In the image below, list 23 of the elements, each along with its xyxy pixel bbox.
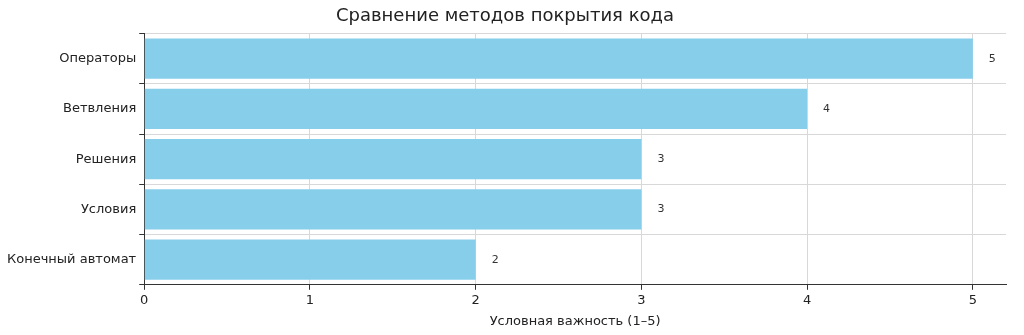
bar xyxy=(144,88,808,130)
data-label: 4 xyxy=(823,101,831,115)
x-tick-label: 2 xyxy=(471,291,480,307)
bar xyxy=(144,38,973,79)
y-tick-label: Решения xyxy=(75,150,137,166)
y-tick-label: Операторы xyxy=(59,50,137,66)
y-tick-label: Ветвления xyxy=(62,100,137,116)
chart-title: Сравнение методов покрытия кода xyxy=(335,4,675,26)
data-label: 2 xyxy=(491,252,499,266)
x-axis-title: Условная важность (1–5) xyxy=(489,312,661,328)
x-tick-label: 1 xyxy=(305,291,315,307)
data-label: 3 xyxy=(657,152,665,166)
x-tick-label: 5 xyxy=(968,291,977,307)
y-tick-label: Условия xyxy=(80,200,137,216)
y-tick-label: Конечный автомат xyxy=(6,251,137,267)
x-tick-label: 3 xyxy=(637,291,646,307)
data-label: 5 xyxy=(988,51,996,65)
x-tick-label: 0 xyxy=(140,291,149,307)
data-label: 3 xyxy=(657,202,665,216)
bar xyxy=(144,189,642,230)
bar xyxy=(144,239,476,280)
bar xyxy=(144,139,642,180)
x-tick-label: 4 xyxy=(802,291,812,307)
